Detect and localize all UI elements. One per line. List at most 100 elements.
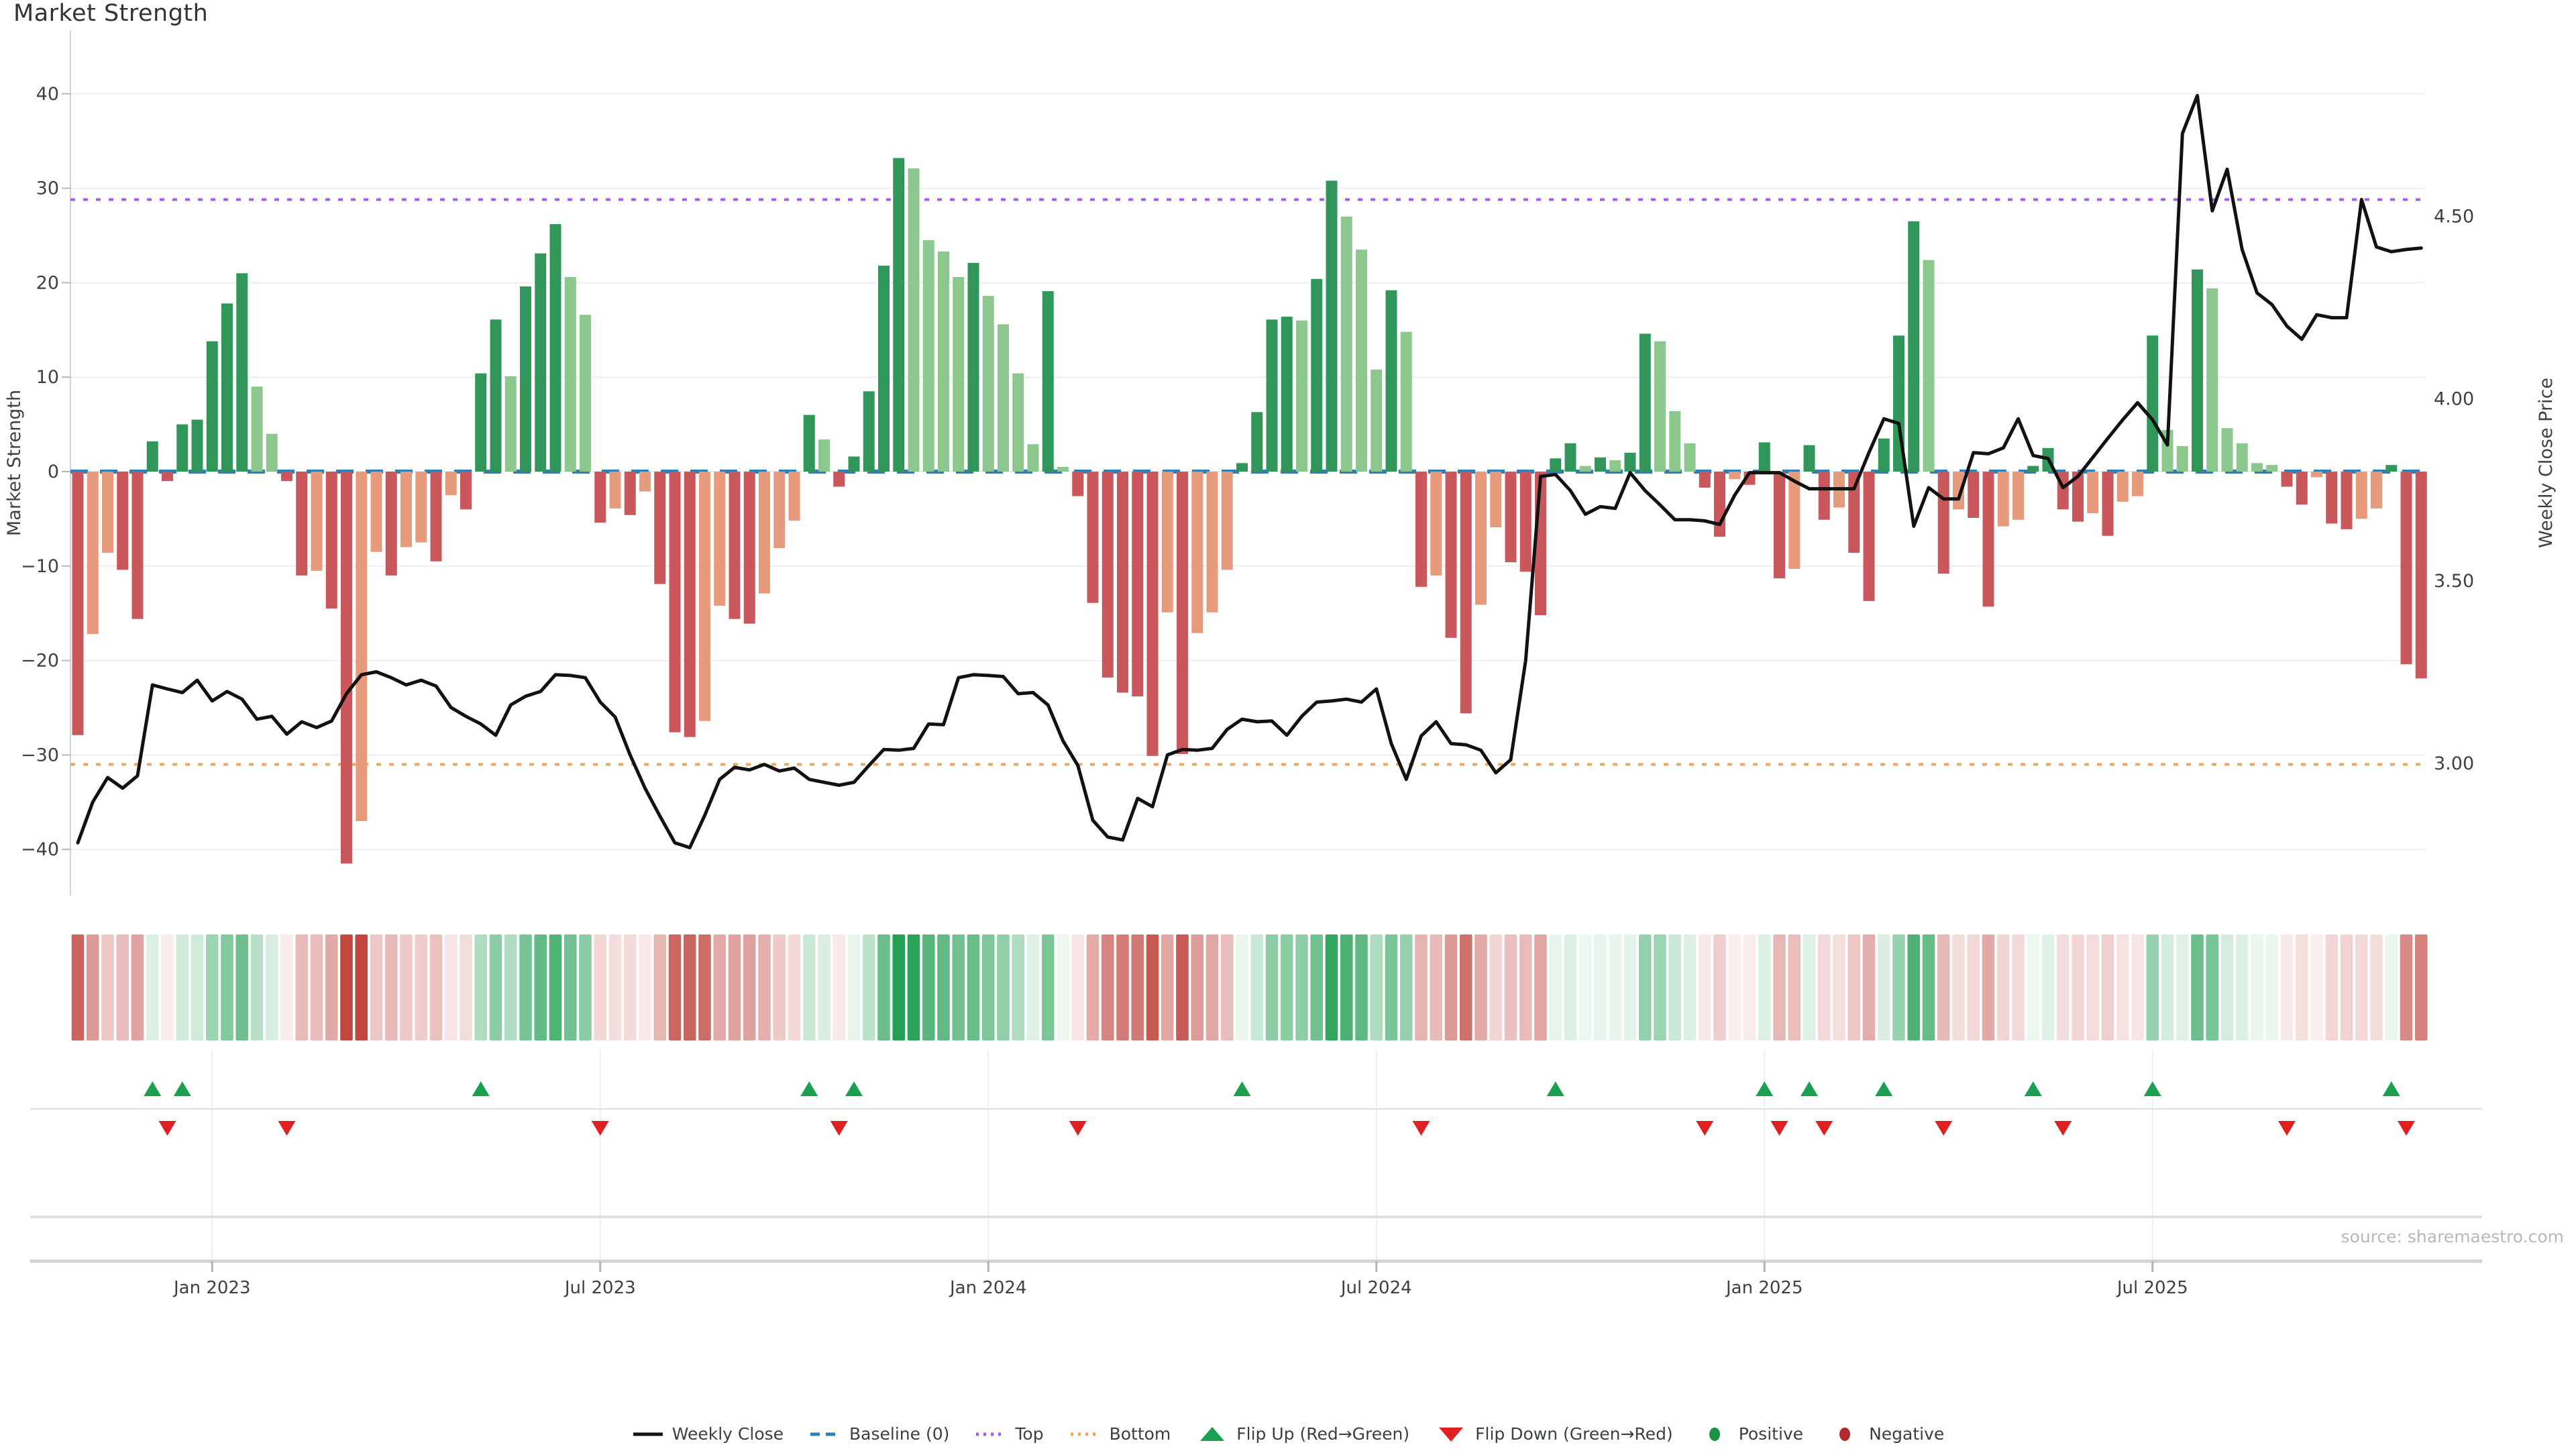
heatmap-cell xyxy=(295,934,309,1040)
strength-bar xyxy=(1729,472,1741,480)
heatmap-cell xyxy=(534,934,547,1040)
heatmap-cell xyxy=(788,934,801,1040)
heatmap-cell xyxy=(1071,934,1085,1040)
heatmap-cell xyxy=(579,934,592,1040)
heatmap-cell xyxy=(1057,934,1069,1040)
strength-bar xyxy=(1519,472,1532,572)
heatmap-cell xyxy=(608,934,622,1040)
strength-bar xyxy=(1072,472,1084,496)
strength-bar xyxy=(1654,341,1666,472)
right-axis-title: Weekly Close Price xyxy=(2536,378,2557,548)
heatmap-cell xyxy=(1459,934,1472,1040)
flip-down-marker xyxy=(1069,1121,1087,1136)
strength-bar xyxy=(1371,369,1383,472)
heatmap-cell xyxy=(2251,934,2263,1040)
strength-bar xyxy=(2355,472,2367,519)
strength-bar xyxy=(1997,472,2009,527)
heatmap-cell xyxy=(2280,934,2294,1040)
heatmap-cell xyxy=(1415,934,1428,1040)
flip-down-marker xyxy=(591,1121,609,1136)
source-credit: source: sharemaestro.com xyxy=(2341,1227,2565,1246)
legend-item-4: Flip Up (Red→Green) xyxy=(1196,1424,1409,1444)
right-axis-tick-label: 3.00 xyxy=(2434,753,2474,774)
heatmap-cell xyxy=(2295,934,2308,1040)
heatmap-cell xyxy=(1817,934,1831,1040)
flip-up-marker xyxy=(1875,1081,1893,1096)
x-axis-tick-label: Jan 2024 xyxy=(949,1278,1027,1298)
flip-up-marker xyxy=(800,1081,818,1096)
legend-item-label: Positive xyxy=(1738,1424,1804,1444)
heatmap-cell xyxy=(1399,934,1413,1040)
heatmap-cell xyxy=(743,934,756,1040)
strength-bar xyxy=(2012,472,2024,520)
left-axis-tick-label: 10 xyxy=(36,367,59,388)
strength-bar xyxy=(1714,472,1725,537)
strength-bar xyxy=(131,472,144,619)
left-axis-title: Market Strength xyxy=(4,390,25,536)
strength-bar xyxy=(2371,472,2382,508)
heatmap-cell xyxy=(116,934,129,1040)
heatmap-cell xyxy=(1698,934,1711,1040)
strength-bar xyxy=(72,472,84,735)
strength-bar xyxy=(1564,443,1576,472)
strength-bar xyxy=(982,296,994,472)
strength-bar xyxy=(176,424,189,472)
legend-item-label: Bottom xyxy=(1109,1424,1171,1444)
strength-bar xyxy=(1758,442,1770,472)
heatmap-cell xyxy=(71,934,85,1040)
heatmap-cell xyxy=(191,934,204,1040)
strength-bar xyxy=(1221,472,1233,570)
strength-bar xyxy=(430,472,442,561)
strength-bar xyxy=(863,391,875,472)
strength-bar xyxy=(953,276,965,472)
heatmap-cell xyxy=(176,934,189,1040)
heatmap-cell xyxy=(1355,934,1368,1040)
strength-bar xyxy=(1340,216,1352,472)
strength-bar xyxy=(549,224,561,472)
left-axis-tick-label: 20 xyxy=(36,272,59,293)
heatmap-cell xyxy=(1236,934,1248,1040)
heatmap-cell xyxy=(355,934,368,1040)
left-axis-tick-label: −10 xyxy=(21,556,59,577)
strength-bar xyxy=(2147,335,2159,472)
strength-bar xyxy=(1177,472,1188,754)
strength-bar xyxy=(729,472,741,619)
legend-item-1: Baseline (0) xyxy=(809,1424,949,1444)
strength-bar xyxy=(833,472,845,487)
strength-bar xyxy=(580,315,591,472)
heatmap-cell xyxy=(1788,934,1801,1040)
strength-bar xyxy=(2176,445,2188,472)
legend-item-label: Flip Up (Red→Green) xyxy=(1236,1424,1410,1444)
strength-bar xyxy=(2415,472,2427,679)
heatmap-cell xyxy=(1534,934,1547,1040)
flip-down-marker xyxy=(2054,1121,2072,1136)
strength-bar xyxy=(1639,333,1651,472)
heatmap-cell xyxy=(444,934,458,1040)
heatmap-cell xyxy=(146,934,159,1040)
strength-bar xyxy=(1326,180,1338,472)
flip-down-marker xyxy=(2398,1121,2415,1136)
strength-bar xyxy=(266,433,278,472)
legend-item-label: Top xyxy=(1015,1424,1044,1444)
legend-item-7: Negative xyxy=(1829,1424,1944,1444)
strength-bar xyxy=(1490,472,1502,528)
strength-bar xyxy=(475,373,487,472)
heatmap-cell xyxy=(1773,934,1786,1040)
heatmap-cell xyxy=(2265,934,2279,1040)
heatmap-cell xyxy=(1220,934,1234,1040)
strength-bar xyxy=(1266,319,1278,472)
strength-bar xyxy=(1087,472,1099,603)
legend-item-2: Top xyxy=(975,1424,1044,1444)
heatmap-cell xyxy=(460,934,472,1040)
strength-bar xyxy=(714,472,726,606)
heatmap-cell xyxy=(1176,934,1189,1040)
legend-sample-dots xyxy=(1070,1432,1100,1436)
heatmap-cell xyxy=(2086,934,2100,1040)
heatmap-cell xyxy=(1623,934,1637,1040)
strength-bar xyxy=(788,472,800,521)
heatmap-cell xyxy=(1967,934,1980,1040)
strength-bar xyxy=(922,240,934,472)
heatmap-cell xyxy=(1489,934,1503,1040)
strength-bar xyxy=(400,472,412,547)
